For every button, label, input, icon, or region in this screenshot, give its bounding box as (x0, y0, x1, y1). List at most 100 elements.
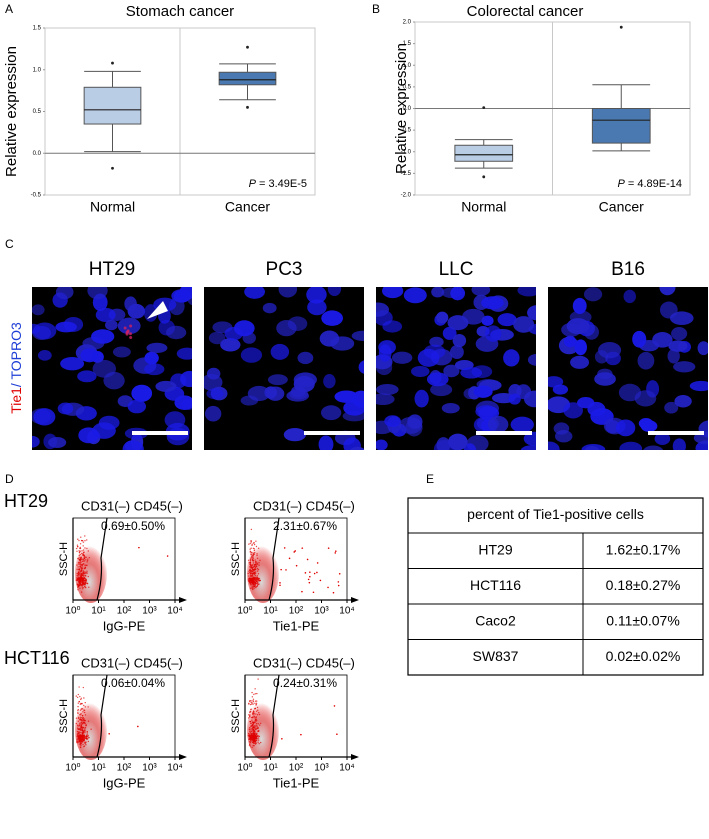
nucleus (318, 435, 334, 450)
nucleus (48, 437, 67, 448)
event (251, 736, 254, 739)
nucleus (33, 322, 57, 340)
x-tick-label: Cancer (225, 199, 270, 215)
nucleus (417, 348, 440, 367)
event (255, 545, 258, 548)
stain-red: Tie1 (8, 387, 24, 414)
event (253, 571, 256, 574)
events (247, 528, 341, 603)
event (81, 540, 84, 542)
event (248, 579, 250, 581)
nucleus (452, 333, 467, 348)
y-tick-label: 0.5 (403, 84, 412, 90)
event (250, 578, 252, 581)
event (256, 584, 259, 586)
event (255, 561, 258, 563)
nucleus (323, 373, 336, 389)
x-axis-label: Tie1-PE (273, 618, 320, 633)
event (249, 587, 252, 589)
nucleus (131, 384, 153, 402)
event (77, 566, 79, 568)
nucleus (240, 347, 263, 363)
nucleus (384, 415, 401, 427)
event (84, 742, 87, 745)
nucleus (349, 446, 364, 450)
nucleus (144, 304, 158, 322)
event (258, 735, 261, 738)
event (79, 746, 82, 749)
image-label: B16 (611, 259, 645, 280)
event (79, 547, 81, 550)
event (250, 716, 253, 719)
event (250, 728, 252, 730)
event (253, 734, 255, 737)
event (254, 700, 257, 702)
event (87, 575, 89, 578)
event (257, 678, 259, 680)
event (84, 729, 86, 731)
nucleus (664, 401, 679, 414)
event (79, 737, 82, 740)
event (256, 576, 258, 578)
event (256, 725, 258, 727)
scale-bar (132, 431, 188, 435)
event (250, 703, 253, 705)
event (251, 585, 253, 588)
event (81, 560, 84, 563)
events (75, 686, 139, 760)
nucleus (584, 445, 600, 450)
event (254, 733, 256, 735)
y-tick-label: -1.5 (401, 171, 412, 177)
table-border (407, 497, 704, 676)
event (79, 717, 81, 720)
nucleus (667, 348, 680, 364)
x-tick-label: 10¹ (263, 606, 278, 617)
event (81, 736, 83, 738)
event (247, 703, 250, 705)
event (166, 555, 169, 557)
nucleus (659, 287, 676, 296)
event (252, 733, 254, 735)
event (80, 740, 82, 743)
nucleus (485, 325, 502, 342)
nucleus (527, 305, 536, 321)
event (255, 720, 257, 722)
arrowhead (147, 301, 168, 319)
event (256, 563, 259, 566)
event (80, 713, 82, 715)
event (255, 738, 257, 740)
nucleus (552, 384, 569, 395)
event (251, 696, 254, 698)
event (79, 582, 81, 584)
nucleus (659, 301, 678, 319)
event (83, 580, 85, 582)
nucleus (206, 367, 221, 380)
y-tick-label: 1.0 (33, 67, 42, 73)
event (249, 710, 251, 713)
event (85, 744, 87, 746)
event (86, 561, 88, 563)
event (253, 573, 256, 576)
event (85, 741, 87, 743)
box (218, 71, 277, 86)
y-tick-label: 0.5 (33, 109, 42, 115)
nucleus (615, 419, 636, 437)
event (75, 695, 78, 697)
y-axis-label: SSC-H (230, 699, 242, 733)
table-cell: 0.18±0.27% (606, 577, 681, 593)
event (254, 688, 256, 690)
event (252, 573, 254, 575)
event (254, 693, 257, 695)
event (78, 552, 81, 554)
event (79, 739, 81, 741)
event (257, 573, 260, 575)
event (257, 547, 260, 550)
event (249, 745, 252, 747)
p-symbol: P (617, 178, 625, 190)
nucleus (77, 370, 97, 383)
event (76, 544, 79, 546)
x-tick-label: 10¹ (91, 763, 106, 774)
event (77, 710, 79, 712)
event (77, 734, 79, 737)
nucleus (122, 440, 144, 450)
